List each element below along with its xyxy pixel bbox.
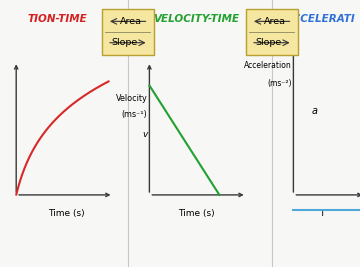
FancyBboxPatch shape xyxy=(246,9,298,56)
Text: Area: Area xyxy=(120,17,143,26)
Text: (ms⁻¹): (ms⁻¹) xyxy=(122,110,148,119)
Text: TION-TIME: TION-TIME xyxy=(28,14,87,24)
Text: Velocity: Velocity xyxy=(116,94,148,103)
Text: Time (s): Time (s) xyxy=(48,209,85,218)
Text: a: a xyxy=(312,106,318,116)
Text: Slope: Slope xyxy=(255,38,281,47)
Text: Area: Area xyxy=(264,17,287,26)
Text: ACCELERATI: ACCELERATI xyxy=(285,14,355,24)
Text: Acceleration: Acceleration xyxy=(244,61,292,70)
Text: v: v xyxy=(142,130,148,139)
Text: Slope: Slope xyxy=(111,38,137,47)
Text: (ms⁻²): (ms⁻²) xyxy=(267,79,292,88)
Text: Time (s): Time (s) xyxy=(178,209,215,218)
Text: T: T xyxy=(320,209,325,218)
FancyBboxPatch shape xyxy=(102,9,154,56)
Text: VELOCITY-TIME: VELOCITY-TIME xyxy=(153,14,239,24)
